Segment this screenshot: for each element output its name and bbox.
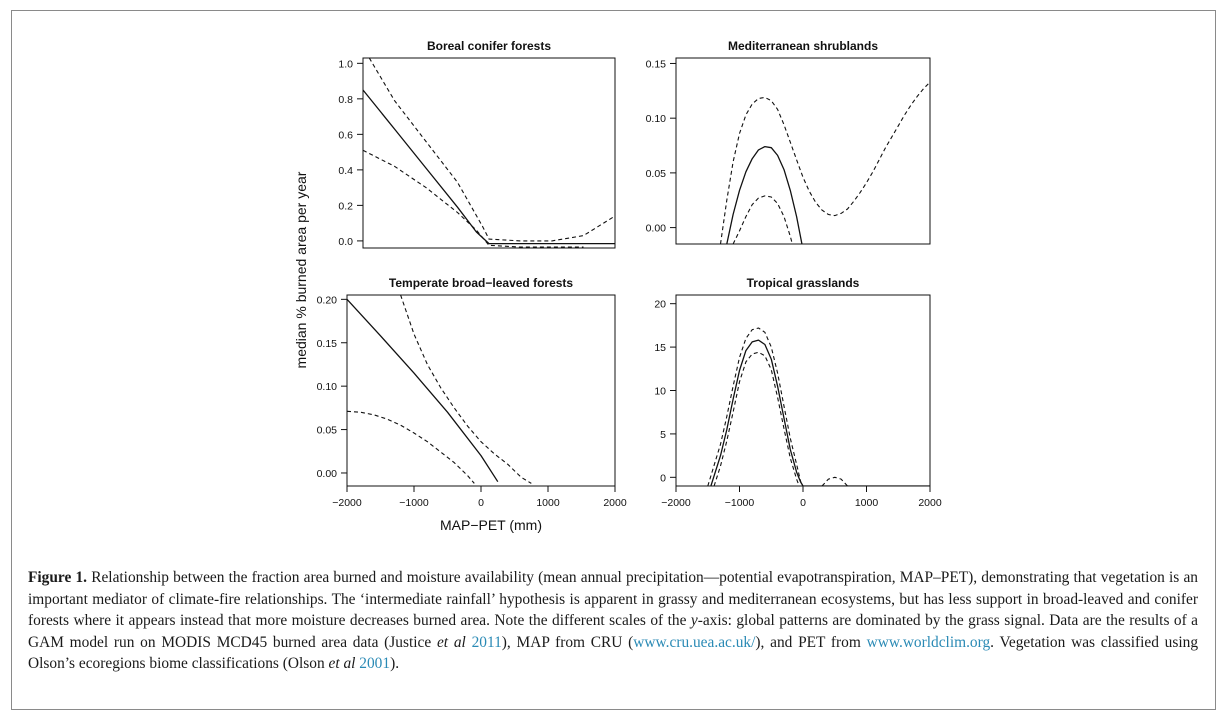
fitted-line xyxy=(710,339,930,486)
worldclim-link[interactable]: www.worldclim.org xyxy=(866,633,991,651)
y-tick-label: 0.00 xyxy=(646,223,667,235)
y-tick-label: 0.6 xyxy=(338,129,353,141)
confidence-band-line xyxy=(707,327,803,486)
caption-y-italic: y xyxy=(690,612,698,629)
x-tick-label: −2000 xyxy=(661,497,691,509)
x-tick-label: 0 xyxy=(478,497,484,509)
y-tick-label: 0.05 xyxy=(646,168,667,180)
y-axis-label: median % burned area per year xyxy=(293,171,309,368)
x-tick-label: −2000 xyxy=(332,497,362,509)
confidence-band-line xyxy=(821,476,848,486)
fitted-line xyxy=(726,145,803,244)
y-tick-label: 0.0 xyxy=(338,236,353,248)
confidence-band-line xyxy=(347,410,475,484)
figure-chart: median % burned area per year MAP−PET (m… xyxy=(293,39,942,533)
panel-frame xyxy=(675,294,931,487)
y-tick-label: 0 xyxy=(660,472,666,484)
y-tick-label: 0.10 xyxy=(646,113,667,125)
confidence-band-line xyxy=(719,81,930,244)
x-tick-label: 2000 xyxy=(603,497,627,509)
figure-caption: Figure 1. Relationship between the fract… xyxy=(28,567,1198,675)
panel-title: Boreal conifer forests xyxy=(427,39,551,53)
confidence-band-line xyxy=(363,149,584,248)
y-tick-label: 0.2 xyxy=(338,200,353,212)
panel-title: Mediterranean shrublands xyxy=(728,39,878,53)
x-tick-label: 1000 xyxy=(855,497,879,509)
figure-frame xyxy=(11,10,1216,710)
panel-title: Temperate broad−leaved forests xyxy=(389,276,574,290)
reference-year-link[interactable]: 2011 xyxy=(465,633,502,651)
panel-frame xyxy=(675,57,931,245)
x-tick-label: −1000 xyxy=(725,497,755,509)
caption-text: Relationship between the fraction area b… xyxy=(28,569,1198,629)
y-tick-label: 0.15 xyxy=(317,338,338,350)
y-tick-label: 0.4 xyxy=(338,165,353,177)
caption-text: . Vegetation was classified using Olson’… xyxy=(28,633,1199,673)
y-tick-label: 0.00 xyxy=(317,468,338,480)
x-axis-label: MAP−PET (mm) xyxy=(440,517,542,533)
y-tick-label: 0.15 xyxy=(646,58,667,70)
fitted-line xyxy=(363,89,615,245)
panel-title: Tropical grasslands xyxy=(747,276,860,290)
y-tick-label: 15 xyxy=(654,342,666,354)
confidence-band-line xyxy=(400,295,532,484)
y-tick-label: 5 xyxy=(660,429,666,441)
cru-link[interactable]: www.cru.uea.ac.uk/ xyxy=(633,633,756,651)
reference-year-link[interactable]: 2001 xyxy=(355,655,391,672)
caption-text: -axis: global patterns are dominated by … xyxy=(28,612,1198,651)
y-tick-label: 0.10 xyxy=(317,381,338,393)
caption-text: ). xyxy=(390,655,400,672)
panel-frame xyxy=(346,294,616,487)
panel-frame xyxy=(362,57,616,249)
y-tick-label: 1.0 xyxy=(338,58,353,70)
y-tick-label: 20 xyxy=(654,299,666,311)
y-tick-label: 0.05 xyxy=(317,425,338,437)
fitted-line xyxy=(347,298,499,483)
y-tick-label: 10 xyxy=(654,386,666,398)
y-tick-label: 0.20 xyxy=(317,294,338,306)
confidence-band-line xyxy=(713,351,800,486)
confidence-band-line xyxy=(732,195,793,244)
caption-figure-label: Figure 1. xyxy=(28,569,88,586)
caption-text: ), and PET from xyxy=(755,633,867,651)
confidence-band-line xyxy=(368,58,615,242)
x-tick-label: 1000 xyxy=(536,497,560,509)
x-tick-label: −1000 xyxy=(399,497,429,509)
y-tick-label: 0.8 xyxy=(338,94,353,106)
x-tick-label: 0 xyxy=(800,497,806,509)
caption-etal: et al xyxy=(436,633,466,651)
caption-text: ), MAP from CRU ( xyxy=(501,633,634,651)
x-tick-label: 2000 xyxy=(918,497,942,509)
caption-etal: et al xyxy=(328,655,356,672)
